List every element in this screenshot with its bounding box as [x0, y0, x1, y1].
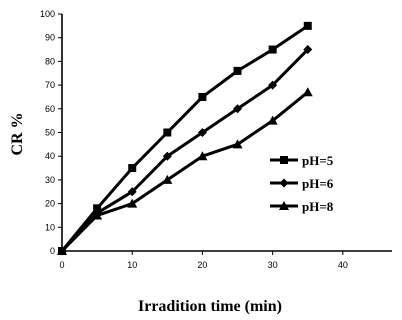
y-tick-label: 20	[45, 199, 55, 209]
series-triangle	[57, 87, 313, 255]
y-tick-label: 10	[45, 222, 55, 232]
axes	[62, 14, 392, 251]
y-tick-label: 70	[45, 80, 55, 90]
x-axis-ticks: 0 10 20 30 40	[59, 251, 347, 270]
legend: pH=5 pH=6 pH=8	[270, 153, 334, 214]
data-point-diamond	[280, 179, 289, 188]
data-point-square	[280, 156, 288, 164]
legend-item: pH=5	[270, 153, 334, 168]
y-tick-label: 60	[45, 104, 55, 114]
x-tick-label: 40	[338, 260, 348, 270]
legend-label: pH=8	[302, 199, 334, 214]
y-tick-label: 50	[45, 128, 55, 138]
y-tick-label: 30	[45, 175, 55, 185]
legend-label: pH=5	[302, 153, 334, 168]
data-point-square	[304, 22, 312, 30]
y-tick-label: 80	[45, 56, 55, 66]
legend-label: pH=6	[302, 176, 334, 191]
y-tick-label: 0	[50, 246, 55, 256]
legend-item: pH=6	[270, 176, 334, 191]
series-layer	[57, 22, 313, 256]
series-line	[62, 50, 308, 251]
x-tick-label: 10	[127, 260, 137, 270]
data-point-square	[163, 129, 171, 137]
x-tick-label: 20	[197, 260, 207, 270]
data-point-square	[198, 93, 206, 101]
data-point-square	[269, 46, 277, 54]
y-axis-title: CR %	[9, 112, 26, 155]
data-point-square	[234, 67, 242, 75]
data-point-square	[128, 164, 136, 172]
x-axis-title: Irradition time (min)	[138, 298, 282, 315]
y-tick-label: 40	[45, 151, 55, 161]
series-diamond	[58, 45, 313, 255]
x-tick-label: 30	[268, 260, 278, 270]
y-tick-label: 100	[40, 9, 55, 19]
y-tick-label: 90	[45, 33, 55, 43]
legend-item: pH=8	[270, 199, 334, 214]
y-axis-ticks: 0 10 20 30 40 50 60 70 80 90 100	[40, 9, 62, 256]
x-tick-label: 0	[59, 260, 64, 270]
series-square	[58, 22, 312, 255]
data-point-triangle	[303, 87, 313, 96]
